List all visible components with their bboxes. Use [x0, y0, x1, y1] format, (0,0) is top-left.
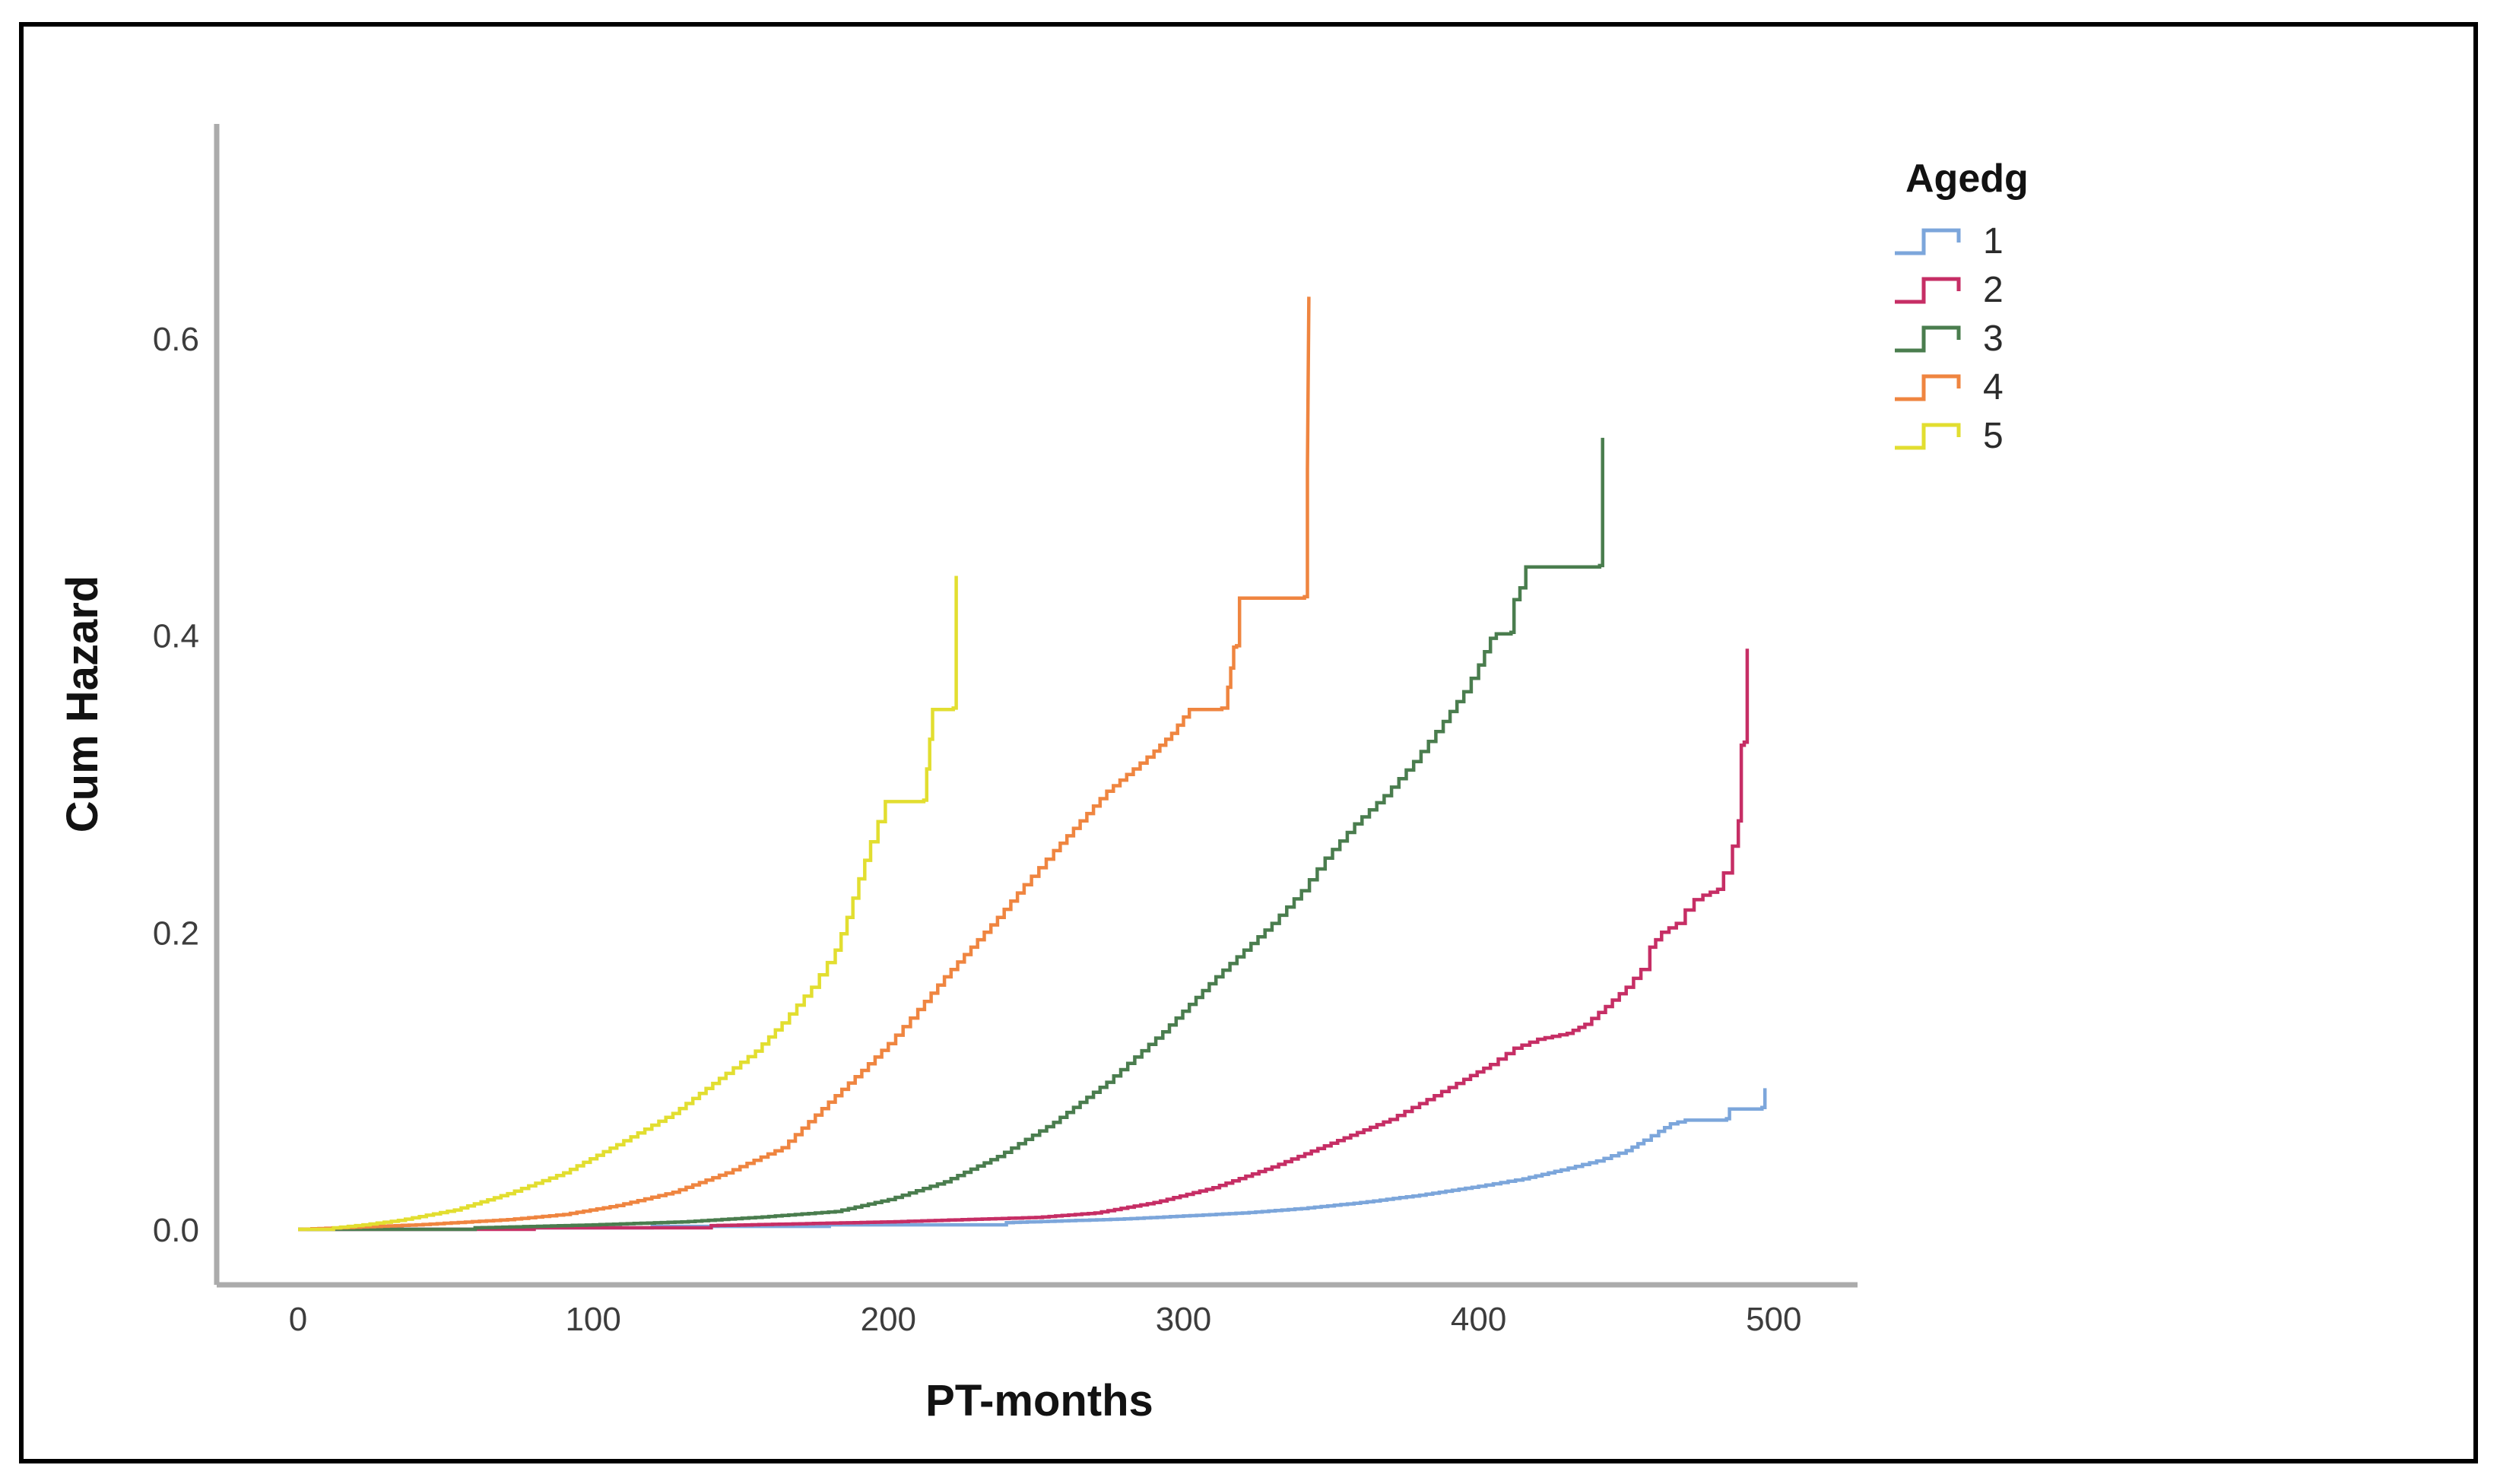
hazard-curves	[298, 296, 1767, 1232]
legend-item-3: 3	[1895, 319, 2004, 359]
y-axis-tick-labels: 0.0 0.2 0.4 0.6	[153, 321, 199, 1249]
x-tick-label-0: 0	[289, 1301, 307, 1338]
x-tick-label-100: 100	[565, 1301, 620, 1338]
legend-label-4: 4	[1983, 367, 2004, 407]
legend: Agedg 1 2 3 4 5	[1895, 157, 2029, 456]
series-5-curve	[298, 576, 958, 1232]
legend-key-2	[1895, 277, 1961, 304]
series-3-curve	[298, 437, 1604, 1232]
legend-label-1: 1	[1983, 221, 2004, 262]
y-tick-label-0.0: 0.0	[153, 1212, 199, 1249]
legend-item-1: 1	[1895, 221, 2004, 262]
legend-label-5: 5	[1983, 416, 2004, 456]
y-axis-title: Cum Hazard	[58, 576, 107, 832]
legend-key-4	[1895, 374, 1961, 401]
legend-item-5: 5	[1895, 416, 2004, 456]
legend-key-1	[1895, 228, 1961, 255]
y-tick-label-0.2: 0.2	[153, 915, 199, 952]
legend-items: 1 2 3 4 5	[1895, 221, 2004, 456]
legend-key-5	[1895, 423, 1961, 450]
x-tick-label-200: 200	[861, 1301, 916, 1338]
x-tick-label-300: 300	[1156, 1301, 1211, 1338]
series-2-curve	[298, 648, 1750, 1232]
x-axis-tick-labels: 0 100 200 300 400 500	[289, 1301, 1802, 1338]
legend-label-3: 3	[1983, 319, 2004, 359]
legend-item-2: 2	[1895, 270, 2004, 310]
x-tick-label-400: 400	[1451, 1301, 1506, 1338]
x-axis-title: PT-months	[925, 1376, 1153, 1425]
legend-key-3	[1895, 325, 1961, 353]
legend-label-2: 2	[1983, 270, 2004, 310]
y-tick-label-0.6: 0.6	[153, 321, 199, 358]
series-4-curve	[298, 296, 1311, 1232]
series-1-curve	[298, 1088, 1767, 1232]
legend-title: Agedg	[1905, 157, 2029, 201]
y-tick-label-0.4: 0.4	[153, 618, 199, 655]
legend-item-4: 4	[1895, 367, 2004, 407]
chart-outer-border	[19, 22, 2478, 1463]
x-tick-label-500: 500	[1746, 1301, 1801, 1338]
